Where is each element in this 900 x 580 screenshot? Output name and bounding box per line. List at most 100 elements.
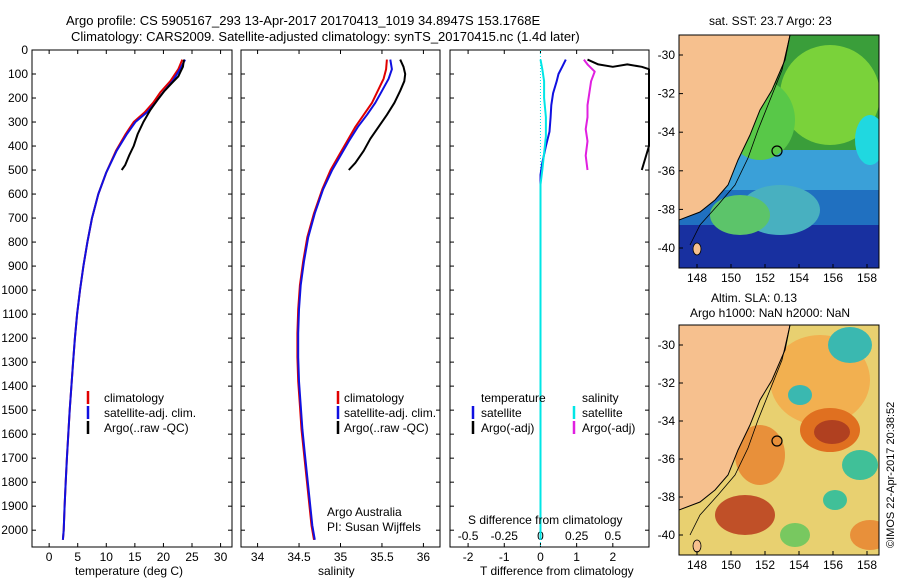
depth-tick-label: 1300 bbox=[1, 355, 28, 369]
sla-map-title-1: Altim. SLA: 0.13 bbox=[711, 291, 797, 305]
depth-tick-label: 1600 bbox=[1, 427, 28, 441]
legend-temperature-title: temperature bbox=[481, 391, 546, 405]
argo-position-marker bbox=[771, 145, 783, 157]
difference-salinity-tick-label: -0.5 bbox=[458, 529, 479, 543]
sst-lon-label: 158 bbox=[857, 271, 877, 285]
depth-tick-label: 1800 bbox=[1, 475, 28, 489]
difference-xlabel-salinity: S difference from climatology bbox=[468, 513, 623, 527]
difference-xtick-label: 1 bbox=[573, 550, 580, 564]
depth-tick-label: 300 bbox=[8, 115, 28, 129]
sst-lat-label: -34 bbox=[658, 125, 676, 139]
depth-tick-label: 900 bbox=[8, 259, 28, 273]
depth-tick-label: 1400 bbox=[1, 379, 28, 393]
sst-lat-label: -36 bbox=[658, 164, 676, 178]
depth-tick-label: 1500 bbox=[1, 403, 28, 417]
salinity-series-climatology bbox=[296, 59, 388, 540]
depth-tick-label: 200 bbox=[8, 91, 28, 105]
difference-series-t-satellite bbox=[539, 59, 567, 540]
depth-tick-label: 1000 bbox=[1, 283, 28, 297]
depth-tick-label: 500 bbox=[8, 163, 28, 177]
temperature-xlabel: temperature (deg C) bbox=[75, 564, 183, 578]
salinity-panel-frame bbox=[240, 49, 441, 548]
temperature-panel-frame bbox=[31, 49, 233, 548]
sst-lon-label: 150 bbox=[721, 271, 741, 285]
depth-tick-label: 0 bbox=[21, 43, 28, 57]
depth-tick-label: 1900 bbox=[1, 499, 28, 513]
argo-position-marker bbox=[771, 435, 783, 447]
sst-map bbox=[679, 35, 879, 268]
sst-lon-label: 154 bbox=[789, 271, 809, 285]
depth-tick-label: 100 bbox=[8, 67, 28, 81]
difference-xlabel: T difference from climatology bbox=[480, 564, 634, 578]
sst-lat-label: -40 bbox=[658, 241, 676, 255]
salinity-series-satellite bbox=[297, 59, 393, 540]
difference-xtick-label: 2 bbox=[609, 550, 616, 564]
legend-s-satellite: satellite bbox=[582, 406, 623, 420]
salinity-legend: climatology satellite-adj. clim. Argo(..… bbox=[336, 391, 436, 435]
temperature-xtick-label: 5 bbox=[74, 550, 81, 564]
salinity-xtick-label: 34.5 bbox=[287, 550, 311, 564]
title-line-2: Climatology: CARS2009. Satellite-adjuste… bbox=[71, 29, 580, 44]
temperature-xtick-label: 10 bbox=[100, 550, 114, 564]
depth-tick-label: 600 bbox=[8, 187, 28, 201]
sla-lat-label: -32 bbox=[658, 376, 676, 390]
temperature-series-climatology bbox=[61, 59, 184, 540]
difference-salinity-tick-label: -0.25 bbox=[491, 529, 519, 543]
salinity-xtick-label: 35 bbox=[334, 550, 348, 564]
sla-map-title-2: Argo h1000: NaN h2000: NaN bbox=[690, 306, 850, 320]
temperature-xtick-label: 0 bbox=[46, 550, 53, 564]
sst-map-frame bbox=[678, 34, 880, 269]
sla-lon-label: 148 bbox=[687, 558, 707, 572]
legend-s-argo: Argo(-adj) bbox=[582, 421, 635, 435]
difference-salinity-tick-label: 0.25 bbox=[565, 529, 589, 543]
sla-lon-label: 152 bbox=[755, 558, 775, 572]
depth-tick-label: 2000 bbox=[1, 523, 28, 537]
imos-credit: ©IMOS 22-Apr-2017 20:38:52 bbox=[885, 402, 897, 548]
salinity-xtick-label: 35.5 bbox=[370, 550, 394, 564]
annotation-argo-australia: Argo Australia bbox=[327, 505, 402, 519]
sla-lat-label: -38 bbox=[658, 490, 676, 504]
difference-xtick-label: 0 bbox=[537, 550, 544, 564]
depth-tick-label: 1100 bbox=[2, 307, 28, 321]
salinity-series-argo bbox=[348, 59, 407, 171]
depth-tick-label: 1200 bbox=[1, 331, 28, 345]
salinity-xlabel: salinity bbox=[318, 564, 355, 578]
difference-xtick-label: -1 bbox=[499, 550, 510, 564]
sla-lat-label: -36 bbox=[658, 452, 676, 466]
temperature-xtick-label: 15 bbox=[128, 550, 142, 564]
legend-t-argo: Argo(-adj) bbox=[481, 421, 534, 435]
sla-lon-label: 158 bbox=[857, 558, 877, 572]
depth-tick-label: 1700 bbox=[1, 451, 28, 465]
temperature-xtick-label: 20 bbox=[157, 550, 171, 564]
difference-series-t-argo bbox=[587, 58, 650, 171]
legend-climatology: climatology bbox=[344, 391, 404, 405]
depth-tick-label: 800 bbox=[8, 235, 28, 249]
temperature-legend: climatology satellite-adj. clim. Argo(..… bbox=[86, 391, 196, 435]
temperature-series-satellite bbox=[61, 59, 186, 540]
sla-lon-label: 156 bbox=[823, 558, 843, 572]
salinity-xtick-label: 36 bbox=[417, 550, 431, 564]
depth-tick-label: 700 bbox=[8, 211, 28, 225]
temperature-xtick-label: 25 bbox=[185, 550, 199, 564]
difference-legend: temperature satellite Argo(-adj) salinit… bbox=[471, 391, 635, 435]
depth-tick-label: 400 bbox=[8, 139, 28, 153]
legend-salinity-title: salinity bbox=[582, 391, 619, 405]
sst-lat-label: -32 bbox=[658, 87, 676, 101]
legend-climatology: climatology bbox=[104, 391, 164, 405]
difference-series-s-argo bbox=[583, 59, 596, 171]
difference-xtick-label: -2 bbox=[463, 550, 474, 564]
title-line-1: Argo profile: CS 5905167_293 13-Apr-2017… bbox=[66, 13, 540, 28]
sla-lat-label: -30 bbox=[658, 338, 676, 352]
legend-t-satellite: satellite bbox=[481, 406, 522, 420]
sst-lat-label: -38 bbox=[658, 202, 676, 216]
temperature-series-argo bbox=[120, 59, 185, 171]
sla-map bbox=[679, 325, 879, 555]
difference-salinity-tick-label: 0.5 bbox=[604, 529, 621, 543]
legend-argo: Argo(..raw -QC) bbox=[344, 421, 429, 435]
sla-lat-label: -40 bbox=[658, 528, 676, 542]
sst-lon-label: 156 bbox=[823, 271, 843, 285]
sla-lat-label: -34 bbox=[658, 414, 676, 428]
difference-panel-frame bbox=[449, 49, 650, 548]
annotation-pi: PI: Susan Wijffels bbox=[327, 520, 421, 534]
